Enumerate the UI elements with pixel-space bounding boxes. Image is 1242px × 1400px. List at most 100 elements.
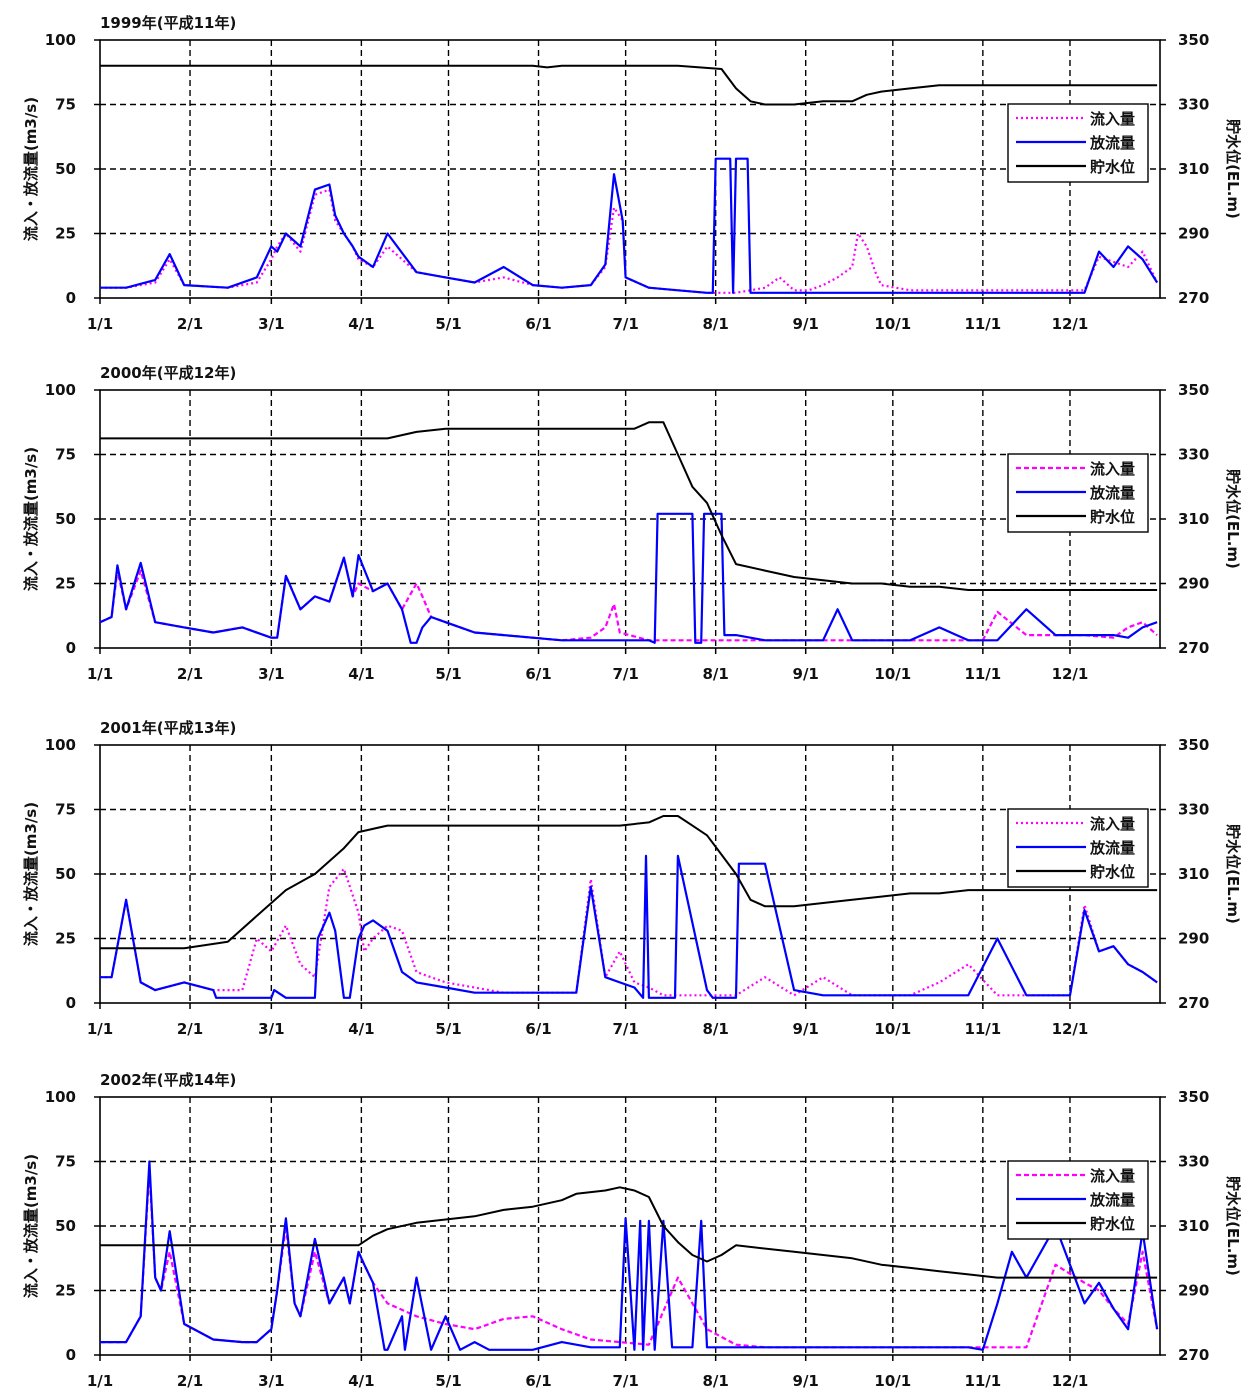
left-tick-label: 0	[66, 1346, 76, 1364]
right-tick-label: 270	[1178, 289, 1209, 307]
x-tick-label: 2/1	[177, 1020, 203, 1038]
right-axis-label: 貯水位(EL.m)	[1224, 824, 1242, 924]
right-tick-label: 350	[1178, 736, 1209, 754]
left-tick-label: 25	[55, 1282, 76, 1300]
x-tick-label: 4/1	[348, 1372, 374, 1390]
left-tick-label: 25	[55, 575, 76, 593]
x-tick-label: 6/1	[525, 1372, 551, 1390]
right-tick-label: 350	[1178, 381, 1209, 399]
x-tick-label: 11/1	[964, 315, 1001, 333]
x-tick-label: 8/1	[702, 1372, 728, 1390]
right-tick-label: 290	[1178, 225, 1209, 243]
legend-label: 放流量	[1089, 134, 1135, 152]
series-line-3	[100, 815, 1158, 950]
x-tick-label: 9/1	[793, 315, 819, 333]
legend-label: 貯水位	[1090, 508, 1135, 526]
series-line-3	[100, 421, 1158, 591]
x-tick-label: 10/1	[874, 1020, 911, 1038]
x-tick-label: 3/1	[258, 665, 284, 683]
x-tick-label: 1/1	[87, 1372, 113, 1390]
right-tick-label: 290	[1178, 1282, 1209, 1300]
left-axis-label: 流入・放流量(m3/s)	[22, 1154, 40, 1298]
right-tick-label: 350	[1178, 31, 1209, 49]
left-tick-label: 0	[66, 639, 76, 657]
x-tick-label: 1/1	[87, 665, 113, 683]
right-tick-label: 270	[1178, 1346, 1209, 1364]
x-tick-label: 6/1	[525, 315, 551, 333]
x-tick-label: 10/1	[874, 665, 911, 683]
left-tick-label: 25	[55, 930, 76, 948]
series-line-2	[100, 1160, 1159, 1351]
chart-title: 2001年(平成13年)	[100, 719, 236, 737]
x-tick-label: 8/1	[702, 1020, 728, 1038]
left-tick-label: 75	[55, 96, 76, 114]
x-tick-label: 12/1	[1052, 665, 1089, 683]
legend-label: 流入量	[1090, 1167, 1135, 1185]
x-tick-label: 7/1	[612, 315, 638, 333]
right-tick-label: 350	[1178, 1088, 1209, 1106]
left-tick-label: 50	[55, 510, 76, 528]
x-tick-label: 12/1	[1052, 1020, 1089, 1038]
x-tick-label: 9/1	[793, 1020, 819, 1038]
right-tick-label: 310	[1178, 865, 1209, 883]
series-line-2	[100, 157, 1159, 294]
series-line-1	[100, 867, 1158, 997]
right-tick-label: 330	[1178, 96, 1209, 114]
chart-panel-2: 2000年(平成12年) 0 25 50 75 100 270 290 310 330 350 1/1…	[22, 364, 1242, 683]
left-axis-label: 流入・放流量(m3/s)	[22, 802, 40, 946]
left-tick-label: 100	[45, 1088, 76, 1106]
x-tick-label: 5/1	[435, 1372, 461, 1390]
left-tick-label: 0	[66, 994, 76, 1012]
x-tick-label: 6/1	[525, 1020, 551, 1038]
x-tick-label: 5/1	[435, 1020, 461, 1038]
legend-label: 流入量	[1090, 815, 1135, 833]
left-tick-label: 75	[55, 801, 76, 819]
x-tick-label: 2/1	[177, 1372, 203, 1390]
left-axis-label: 流入・放流量(m3/s)	[22, 447, 40, 591]
x-tick-label: 4/1	[348, 665, 374, 683]
legend-label: 貯水位	[1090, 158, 1135, 176]
x-tick-label: 10/1	[874, 1372, 911, 1390]
right-tick-label: 330	[1178, 446, 1209, 464]
x-tick-label: 11/1	[964, 1020, 1001, 1038]
right-tick-label: 290	[1178, 575, 1209, 593]
left-axis-label: 流入・放流量(m3/s)	[22, 97, 40, 241]
right-tick-label: 270	[1178, 639, 1209, 657]
series-line-1	[99, 556, 1158, 642]
x-tick-label: 9/1	[793, 1372, 819, 1390]
x-tick-label: 12/1	[1052, 315, 1089, 333]
right-tick-label: 330	[1178, 801, 1209, 819]
x-tick-label: 5/1	[435, 665, 461, 683]
right-tick-label: 310	[1178, 510, 1209, 528]
legend-label: 貯水位	[1090, 863, 1135, 881]
chart-title: 2002年(平成14年)	[100, 1071, 236, 1089]
left-tick-label: 75	[55, 1153, 76, 1171]
x-tick-label: 7/1	[612, 1372, 638, 1390]
chart-title: 2000年(平成12年)	[100, 364, 236, 382]
x-tick-label: 7/1	[612, 665, 638, 683]
right-axis-label: 貯水位(EL.m)	[1224, 469, 1242, 569]
right-axis-label: 貯水位(EL.m)	[1224, 119, 1242, 219]
x-tick-label: 3/1	[258, 1020, 284, 1038]
x-tick-label: 4/1	[348, 315, 374, 333]
right-tick-label: 310	[1178, 160, 1209, 178]
x-tick-label: 12/1	[1052, 1372, 1089, 1390]
chart-panel-4: 2002年(平成14年) 0 25 50 75 100 270 290 310 330 350 1/1…	[22, 1071, 1242, 1390]
x-tick-label: 1/1	[87, 315, 113, 333]
legend-label: 流入量	[1090, 460, 1135, 478]
x-tick-label: 11/1	[964, 1372, 1001, 1390]
x-tick-label: 10/1	[874, 315, 911, 333]
chart-title: 1999年(平成11年)	[100, 14, 236, 32]
series-line-2	[100, 854, 1158, 999]
series-line-2	[99, 512, 1158, 644]
right-tick-label: 310	[1178, 1217, 1209, 1235]
series-line-3	[100, 1186, 1158, 1279]
left-tick-label: 25	[55, 225, 76, 243]
chart-panel-1: 1999年(平成11年) 0 25 50 75 100 270 290 310 330 350 1/1…	[22, 14, 1242, 333]
x-tick-label: 2/1	[177, 665, 203, 683]
x-tick-label: 3/1	[258, 1372, 284, 1390]
chart-panel-3: 2001年(平成13年) 0 25 50 75 100 270 290 310 330 350 1/1…	[22, 719, 1242, 1038]
x-tick-label: 1/1	[87, 1020, 113, 1038]
left-tick-label: 100	[45, 736, 76, 754]
